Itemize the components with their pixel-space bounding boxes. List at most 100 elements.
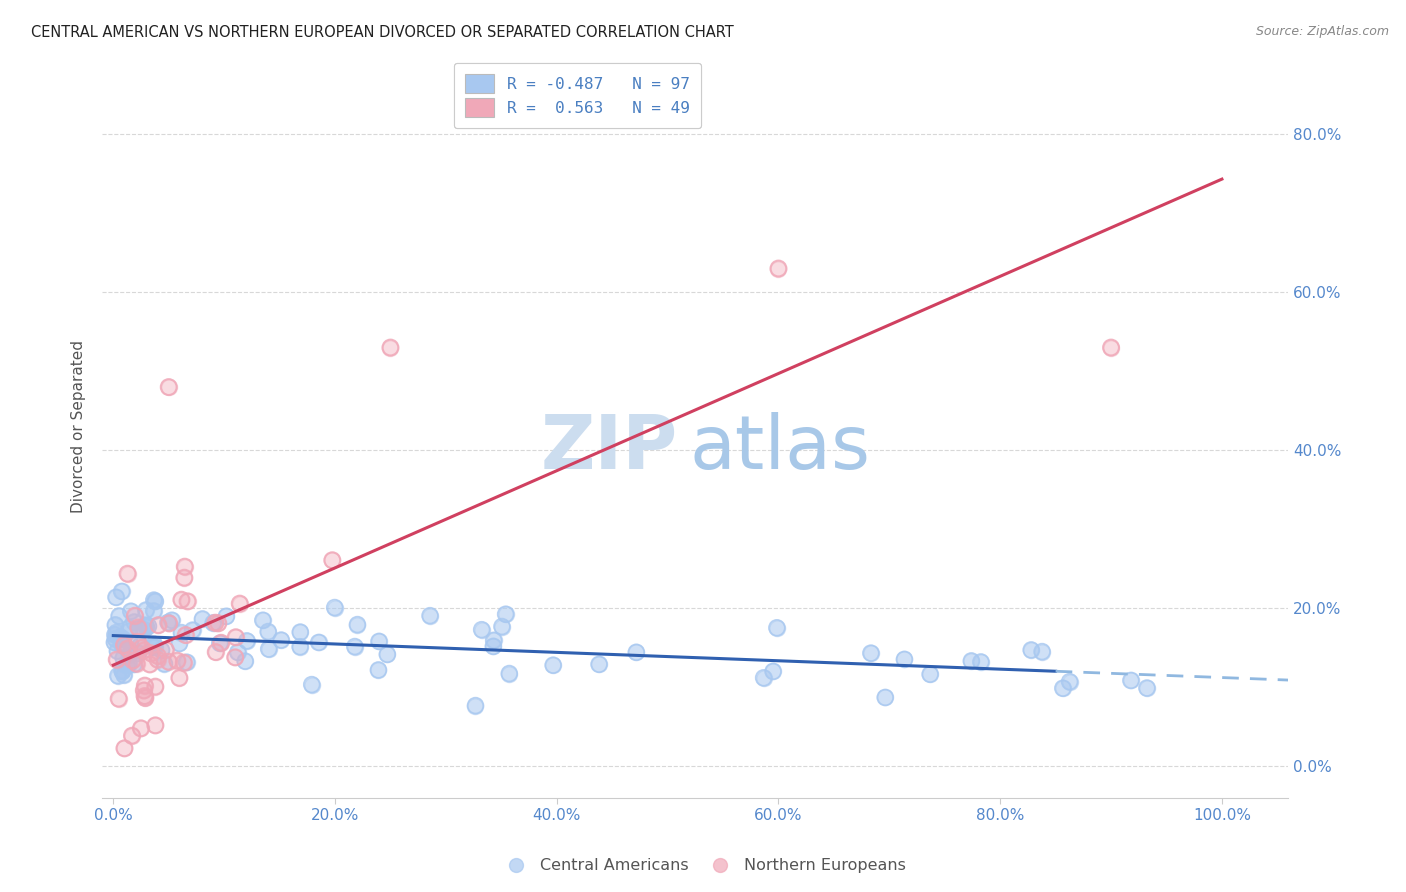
Text: ZIP: ZIP (540, 412, 678, 485)
Point (1136, 681, 1159, 695)
Point (142, 593, 165, 607)
Point (155, 642, 177, 657)
Point (346, 617, 368, 632)
Point (134, 689, 156, 703)
Point (111, 664, 134, 678)
Point (321, 553, 343, 567)
Point (153, 657, 176, 671)
Point (148, 618, 170, 632)
Point (127, 646, 149, 660)
Point (233, 654, 256, 668)
Point (224, 650, 246, 665)
Point (191, 612, 214, 626)
Point (105, 652, 128, 666)
Point (143, 594, 166, 608)
Point (176, 594, 198, 608)
Point (495, 607, 517, 622)
Point (768, 261, 790, 276)
Point (766, 621, 789, 635)
Point (138, 657, 160, 672)
Point (118, 621, 141, 635)
Point (142, 640, 165, 654)
Point (108, 609, 131, 624)
Point (375, 648, 398, 662)
Point (960, 654, 983, 668)
Point (288, 640, 311, 654)
Point (169, 636, 191, 650)
Point (157, 655, 180, 669)
Point (127, 620, 149, 634)
Point (127, 620, 149, 634)
Point (482, 633, 505, 648)
Point (110, 584, 132, 599)
Point (1019, 643, 1042, 657)
Point (150, 643, 173, 657)
Point (236, 633, 259, 648)
Point (117, 566, 139, 581)
Point (875, 690, 897, 705)
Point (121, 729, 143, 743)
Point (127, 634, 149, 648)
Point (128, 622, 150, 636)
Point (115, 658, 138, 673)
Point (122, 615, 145, 629)
Point (108, 631, 131, 645)
Point (491, 619, 513, 633)
Point (464, 698, 486, 713)
Point (117, 624, 139, 639)
Point (127, 646, 149, 660)
Point (132, 623, 155, 637)
Point (142, 604, 165, 618)
Point (1119, 673, 1142, 688)
Point (107, 644, 129, 658)
Point (110, 631, 132, 645)
Point (134, 690, 156, 705)
Point (122, 615, 145, 629)
Point (226, 645, 249, 659)
Point (127, 634, 149, 648)
Point (117, 641, 139, 656)
Point (157, 616, 180, 631)
Point (208, 636, 231, 650)
Point (174, 628, 197, 642)
Point (146, 652, 169, 666)
Point (768, 261, 790, 276)
Point (173, 571, 195, 585)
Point (960, 654, 983, 668)
Point (111, 665, 134, 679)
Point (204, 645, 226, 659)
Point (156, 615, 179, 630)
Point (108, 631, 131, 645)
Point (380, 341, 402, 355)
Point (343, 640, 366, 654)
Point (129, 638, 152, 652)
Point (301, 677, 323, 691)
Point (1119, 673, 1142, 688)
Point (143, 637, 166, 651)
Point (588, 657, 610, 672)
Point (103, 635, 125, 649)
Point (169, 636, 191, 650)
Y-axis label: Divorced or Separated: Divorced or Separated (72, 340, 86, 513)
Point (301, 677, 323, 691)
Point (118, 636, 141, 650)
Point (134, 679, 156, 693)
Point (117, 657, 139, 671)
Point (290, 625, 312, 640)
Point (104, 618, 127, 632)
Point (893, 652, 915, 666)
Point (1052, 681, 1074, 696)
Point (104, 632, 127, 646)
Point (1099, 341, 1122, 355)
Point (129, 722, 152, 736)
Point (135, 603, 157, 617)
Point (118, 648, 141, 663)
Point (129, 638, 152, 652)
Point (132, 623, 155, 637)
Point (215, 609, 238, 624)
Point (1136, 681, 1159, 695)
Point (626, 645, 648, 659)
Point (134, 690, 156, 705)
Point (1031, 644, 1053, 658)
Point (257, 642, 280, 657)
